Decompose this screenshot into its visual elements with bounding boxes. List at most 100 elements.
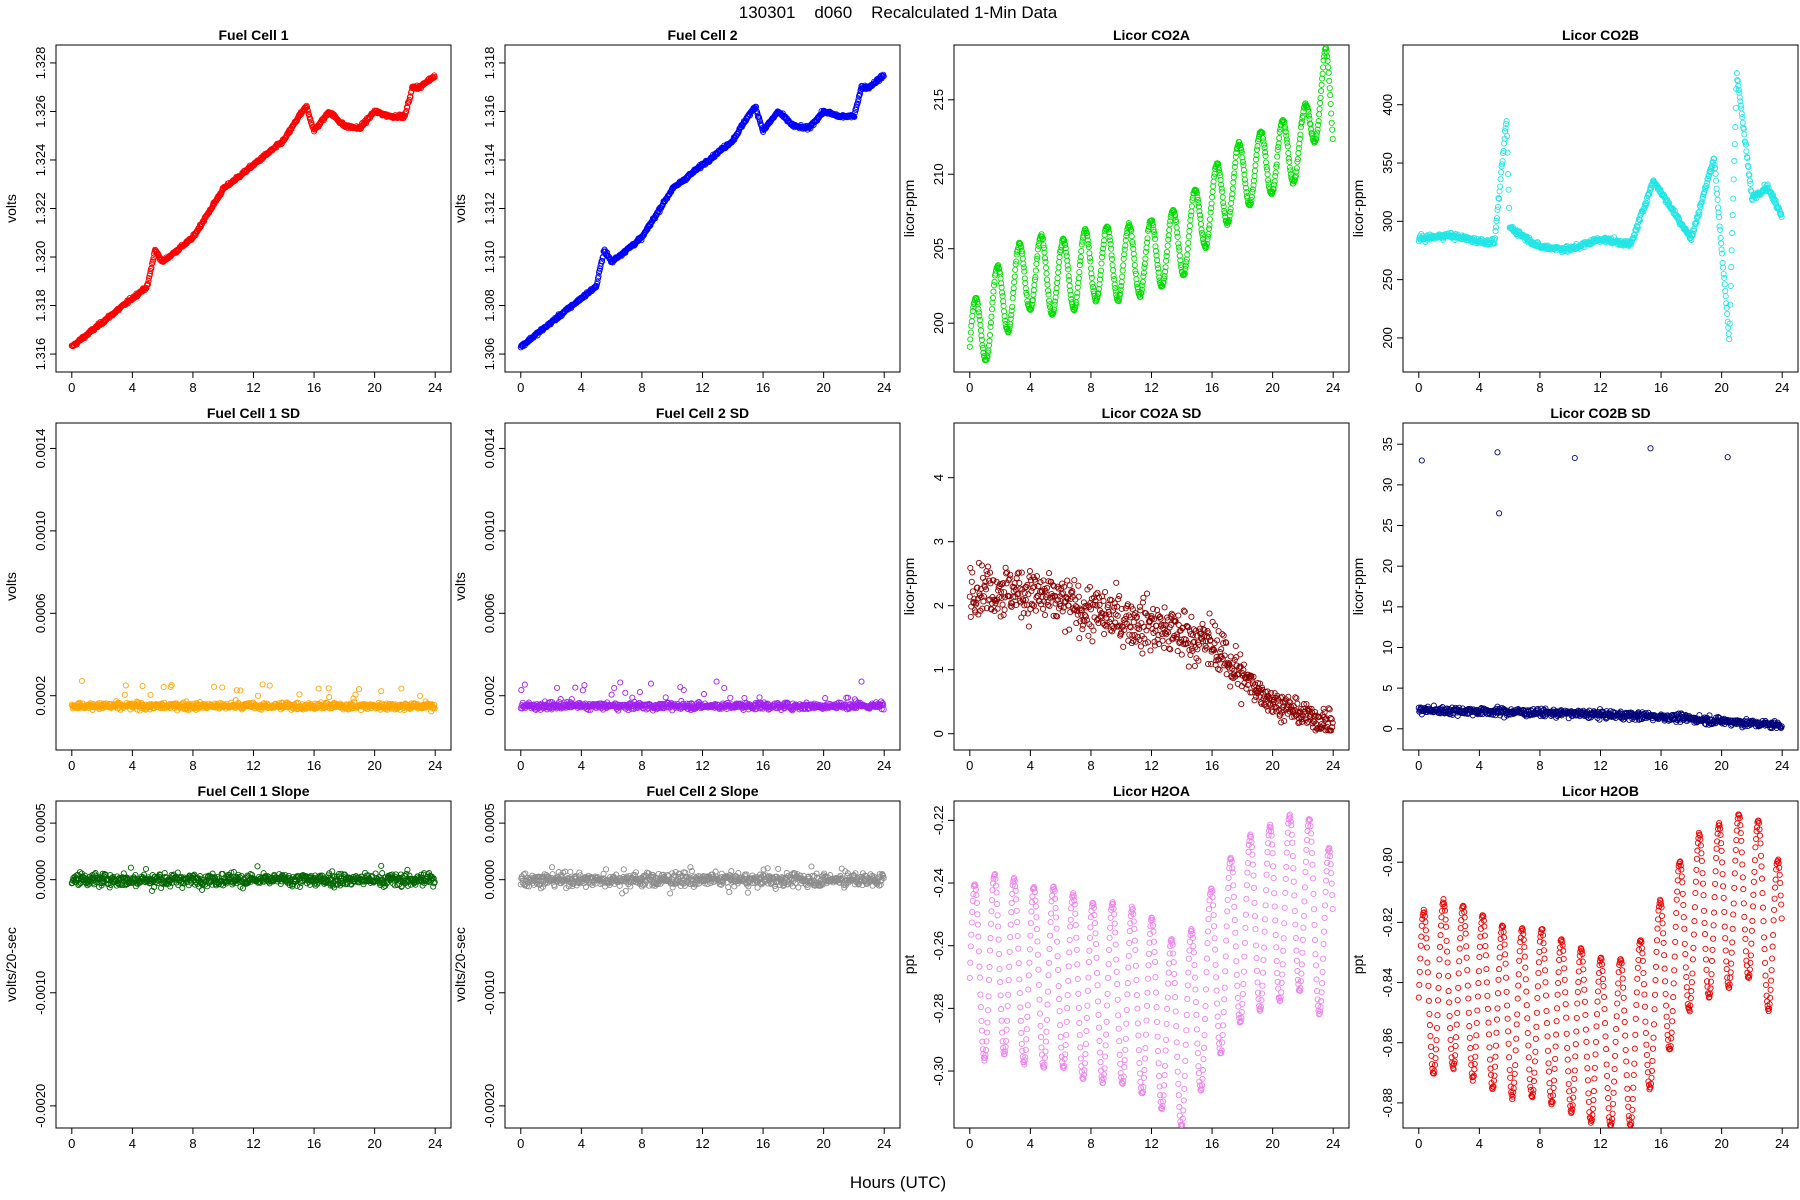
x-tick-label: 20	[367, 758, 381, 773]
data-point	[980, 349, 987, 356]
data-point	[987, 323, 994, 330]
x-tick-label: 16	[1654, 380, 1668, 395]
data-point	[1044, 281, 1051, 288]
data-point	[1073, 293, 1080, 300]
data-point	[1065, 266, 1072, 273]
x-tick-label: 24	[1775, 380, 1789, 395]
data-point	[595, 273, 602, 280]
points-fc1	[68, 72, 438, 350]
data-point	[1078, 241, 1085, 248]
data-point	[975, 306, 982, 313]
data-point	[854, 98, 862, 105]
data-point	[1010, 289, 1017, 296]
y-tick-label: 0.0014	[33, 429, 48, 469]
data-point	[1129, 241, 1136, 248]
data-point	[1062, 241, 1069, 249]
y-tick-label: 0.0014	[482, 429, 497, 469]
data-point	[1176, 252, 1183, 259]
data-point	[1076, 262, 1083, 269]
data-point	[1074, 284, 1081, 291]
data-point	[1065, 273, 1072, 280]
data-point	[1071, 307, 1078, 314]
data-point	[1084, 237, 1091, 244]
data-point	[303, 103, 311, 111]
data-point	[985, 342, 993, 349]
data-point	[1182, 265, 1189, 273]
data-point	[1161, 273, 1168, 280]
data-point	[1123, 230, 1130, 237]
data-point	[968, 322, 975, 329]
data-point	[1107, 241, 1114, 248]
data-point	[1066, 277, 1073, 284]
data-point	[1099, 249, 1106, 256]
figure-title: 130301 d060 Recalculated 1-Min Data	[739, 3, 1058, 22]
data-point	[1045, 297, 1053, 304]
data-point	[978, 332, 985, 339]
data-point	[1039, 235, 1047, 242]
data-point	[1149, 219, 1156, 227]
data-point	[431, 73, 438, 81]
x-tick-label: 12	[1144, 758, 1158, 773]
data-point	[200, 218, 208, 225]
data-point	[1088, 274, 1095, 281]
panel-title: Licor CO2B	[1562, 27, 1639, 43]
y-tick-label: 1.322	[33, 192, 48, 225]
data-point	[989, 299, 996, 306]
data-point	[1137, 293, 1144, 300]
data-point	[1032, 267, 1039, 274]
y-tick-label: 300	[1380, 210, 1395, 232]
data-point	[1140, 273, 1147, 280]
data-point	[1162, 264, 1169, 271]
data-point	[1030, 291, 1037, 298]
x-tick-label: 20	[816, 758, 830, 773]
data-point	[1028, 304, 1035, 311]
data-point	[1113, 291, 1120, 298]
panel-title: Licor CO2A SD	[1102, 405, 1202, 421]
data-point	[1144, 235, 1151, 242]
data-point	[1053, 289, 1060, 296]
data-point	[975, 309, 982, 316]
data-point	[656, 208, 663, 216]
x-tick-label: 20	[1714, 380, 1728, 395]
data-point	[1138, 290, 1145, 297]
data-point	[990, 288, 997, 295]
data-point	[1077, 258, 1084, 265]
x-tick-label: 0	[1415, 380, 1422, 395]
data-point	[1154, 257, 1161, 264]
data-point	[1166, 221, 1173, 228]
data-point	[967, 336, 974, 343]
data-point	[1112, 285, 1119, 292]
data-point	[1051, 301, 1058, 308]
x-tick-label: 16	[1205, 380, 1219, 395]
panel-title: Fuel Cell 1	[218, 27, 288, 43]
data-point	[1171, 208, 1178, 215]
data-point	[1098, 254, 1106, 261]
data-point	[1097, 272, 1104, 279]
x-tick-label: 4	[578, 758, 585, 773]
points-co2a	[966, 44, 1336, 364]
y-tick-label: 200	[931, 312, 946, 334]
data-point	[1044, 287, 1052, 294]
panel-title: Licor CO2A	[1113, 27, 1190, 43]
data-point	[1164, 248, 1171, 256]
data-point	[1120, 255, 1127, 262]
data-point	[1109, 255, 1116, 263]
y-tick-label: 200	[1380, 327, 1395, 349]
data-point	[1089, 280, 1096, 287]
data-point	[1008, 312, 1015, 319]
x-tick-label: 16	[1205, 758, 1219, 773]
data-point	[144, 281, 152, 288]
x-tick-label: 8	[1087, 380, 1094, 395]
data-point	[1142, 255, 1149, 262]
x-tick-label: 8	[638, 758, 645, 773]
x-tick-label: 4	[578, 380, 585, 395]
data-point	[1162, 268, 1169, 275]
y-tick-label: 1.308	[482, 289, 497, 322]
data-point	[1132, 267, 1139, 275]
y-tick-label: 1.320	[33, 241, 48, 274]
data-point	[1183, 259, 1190, 266]
data-point	[1040, 242, 1047, 249]
data-point	[304, 107, 312, 115]
y-axis-label: licor-ppm	[1350, 180, 1366, 238]
